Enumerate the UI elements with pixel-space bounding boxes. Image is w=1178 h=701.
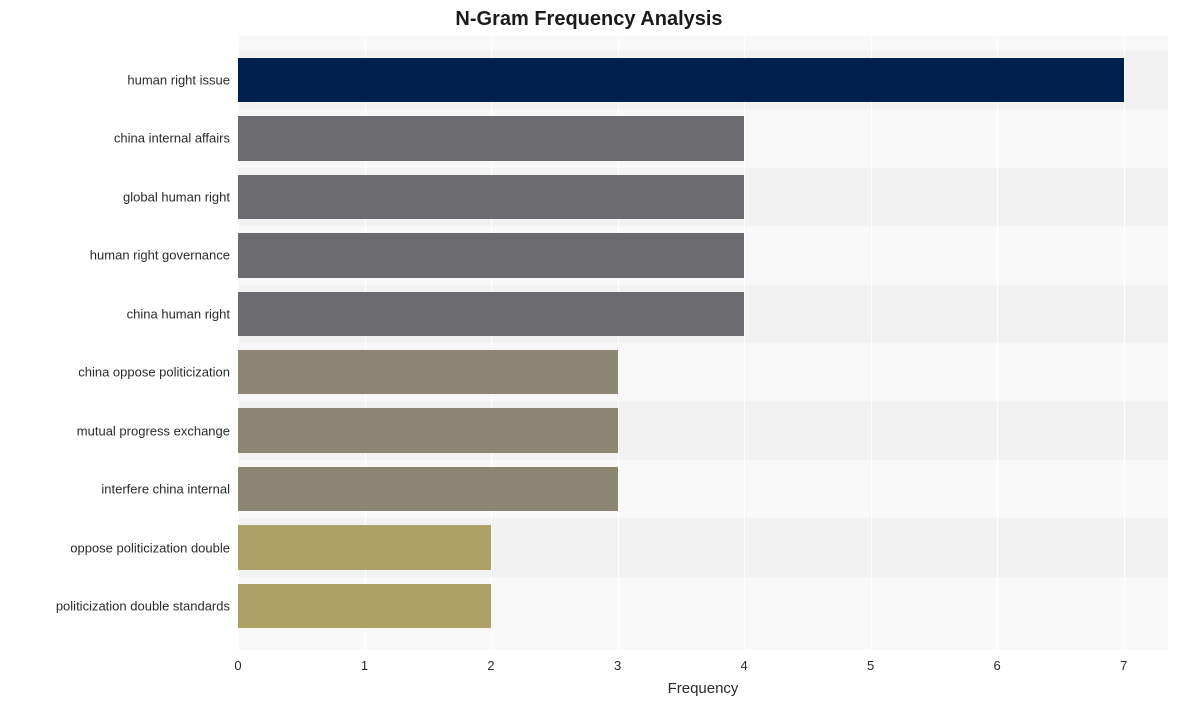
- x-axis-tick: 4: [740, 650, 747, 673]
- ngram-chart: N-Gram Frequency Analysis human right is…: [0, 0, 1178, 701]
- x-axis-tick: 7: [1120, 650, 1127, 673]
- bar: [238, 350, 618, 394]
- y-axis-label: oppose politicization double: [70, 540, 238, 555]
- bar: [238, 584, 491, 628]
- x-axis-tick: 5: [867, 650, 874, 673]
- x-axis-tick: 6: [994, 650, 1001, 673]
- y-axis-label: china oppose politicization: [78, 365, 238, 380]
- grid-line: [744, 36, 745, 650]
- grid-line: [871, 36, 872, 650]
- y-axis-label: china internal affairs: [114, 131, 238, 146]
- bar: [238, 175, 744, 219]
- y-axis-label: china human right: [127, 306, 238, 321]
- plot-area: human right issuechina internal affairsg…: [238, 36, 1168, 650]
- bar: [238, 116, 744, 160]
- bar: [238, 467, 618, 511]
- bar: [238, 58, 1124, 102]
- x-axis-label: Frequency: [238, 680, 1168, 697]
- grid-line: [997, 36, 998, 650]
- bar: [238, 233, 744, 277]
- x-axis-tick: 1: [361, 650, 368, 673]
- x-axis-tick: 2: [487, 650, 494, 673]
- grid-line: [1124, 36, 1125, 650]
- bar: [238, 408, 618, 452]
- y-axis-label: politicization double standards: [56, 599, 238, 614]
- y-axis-label: global human right: [123, 189, 238, 204]
- x-axis-tick: 3: [614, 650, 621, 673]
- y-axis-label: human right governance: [90, 248, 238, 263]
- y-axis-label: interfere china internal: [101, 482, 238, 497]
- y-axis-label: human right issue: [127, 72, 238, 87]
- chart-title: N-Gram Frequency Analysis: [0, 8, 1178, 31]
- bar: [238, 292, 744, 336]
- y-axis-label: mutual progress exchange: [77, 423, 238, 438]
- bar: [238, 525, 491, 569]
- x-axis-tick: 0: [234, 650, 241, 673]
